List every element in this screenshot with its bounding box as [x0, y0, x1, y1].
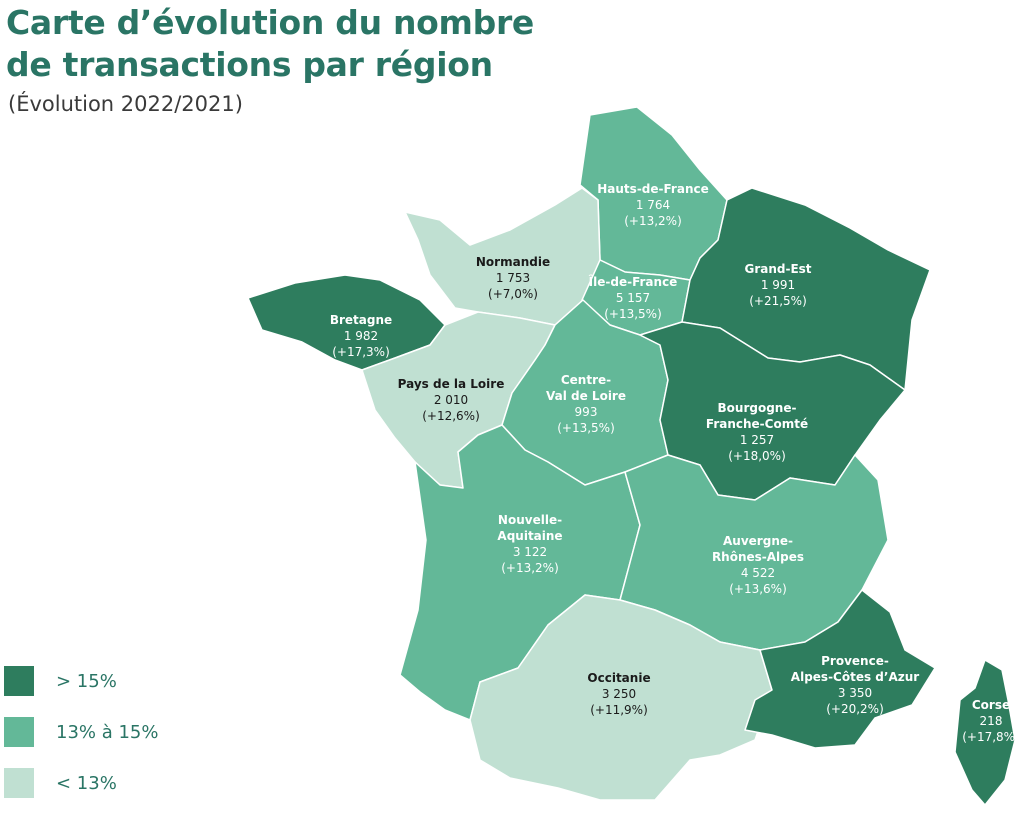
region-value-bourgogne-franche-comte: 1 257: [740, 433, 774, 447]
region-name-grand-est: Grand-Est: [744, 262, 811, 276]
region-label-corse: Corse 218 (+17,8%): [962, 698, 1020, 744]
region-name-bourgogne-franche-comte: Bourgogne-: [718, 401, 797, 415]
region-value-pays-de-la-loire: 2 010: [434, 393, 468, 407]
region-name-corse: Corse: [972, 698, 1010, 712]
region-name-normandie: Normandie: [476, 255, 550, 269]
region-name-auvergne-rhone-alpes: Rhônes-Alpes: [712, 550, 804, 564]
legend-swatch-high: [4, 666, 34, 696]
region-value-occitanie: 3 250: [602, 687, 636, 701]
region-change-grand-est: (+21,5%): [749, 294, 807, 308]
region-change-normandie: (+7,0%): [488, 287, 538, 301]
region-name-auvergne-rhone-alpes: Auvergne-: [723, 534, 793, 548]
map-subtitle: (Évolution 2022/2021): [8, 92, 243, 116]
region-name-nouvelle-aquitaine: Nouvelle-: [498, 513, 562, 527]
legend-label-low: < 13%: [56, 772, 117, 794]
region-name-provence-alpes-cote-d-azur: Alpes-Côtes d’Azur: [791, 670, 919, 684]
region-value-nouvelle-aquitaine: 3 122: [513, 545, 547, 559]
map-title-line-2: de transactions par région: [6, 45, 493, 84]
legend-item-high: > 15%: [4, 664, 159, 698]
map-title-line-1: Carte d’évolution du nombre: [6, 3, 535, 42]
region-occitanie: [469, 594, 773, 801]
map-legend: > 15% 13% à 15% < 13%: [4, 664, 159, 817]
legend-label-medium: 13% à 15%: [56, 721, 159, 743]
region-name-ile-de-france: Île-de-France: [589, 274, 678, 289]
legend-swatch-low: [4, 768, 34, 798]
region-label-auvergne-rhone-alpes: Auvergne- Rhônes-Alpes 4 522 (+13,6%): [712, 534, 804, 596]
legend-item-medium: 13% à 15%: [4, 715, 159, 749]
region-name-provence-alpes-cote-d-azur: Provence-: [821, 654, 889, 668]
region-change-auvergne-rhone-alpes: (+13,6%): [729, 582, 787, 596]
region-label-grand-est: Grand-Est 1 991 (+21,5%): [744, 262, 811, 308]
region-label-nouvelle-aquitaine: Nouvelle- Aquitaine 3 122 (+13,2%): [497, 513, 562, 575]
region-change-corse: (+17,8%): [962, 730, 1020, 744]
legend-swatch-medium: [4, 717, 34, 747]
region-change-centre-val-de-loire: (+13,5%): [557, 421, 615, 435]
region-corse: [954, 659, 1016, 806]
region-value-provence-alpes-cote-d-azur: 3 350: [838, 686, 872, 700]
region-label-ile-de-france: Île-de-France 5 157 (+13,5%): [589, 274, 678, 321]
region-value-ile-de-france: 5 157: [616, 291, 650, 305]
region-value-normandie: 1 753: [496, 271, 530, 285]
region-change-nouvelle-aquitaine: (+13,2%): [501, 561, 559, 575]
region-value-hauts-de-france: 1 764: [636, 198, 670, 212]
region-change-hauts-de-france: (+13,2%): [624, 214, 682, 228]
region-change-occitanie: (+11,9%): [590, 703, 648, 717]
region-value-grand-est: 1 991: [761, 278, 795, 292]
region-name-occitanie: Occitanie: [587, 671, 650, 685]
region-label-occitanie: Occitanie 3 250 (+11,9%): [587, 671, 650, 717]
legend-label-high: > 15%: [56, 670, 117, 692]
region-change-ile-de-france: (+13,5%): [604, 307, 662, 321]
region-name-pays-de-la-loire: Pays de la Loire: [398, 377, 505, 391]
region-label-pays-de-la-loire: Pays de la Loire 2 010 (+12,6%): [398, 377, 505, 423]
region-label-bourgogne-franche-comte: Bourgogne- Franche-Comté 1 257 (+18,0%): [706, 401, 808, 463]
map-title: Carte d’évolution du nombre de transacti…: [6, 2, 534, 86]
region-value-centre-val-de-loire: 993: [575, 405, 598, 419]
region-label-centre-val-de-loire: Centre- Val de Loire 993 (+13,5%): [546, 373, 626, 435]
regions-layer: [247, 106, 1016, 806]
region-label-provence-alpes-cote-d-azur: Provence- Alpes-Côtes d’Azur 3 350 (+20,2%): [791, 654, 919, 716]
labels-layer: Hauts-de-France 1 764 (+13,2%) Normandie 1 7…: [330, 182, 1020, 744]
region-value-corse: 218: [980, 714, 1003, 728]
region-change-bretagne: (+17,3%): [332, 345, 390, 359]
region-name-nouvelle-aquitaine: Aquitaine: [497, 529, 562, 543]
region-name-bretagne: Bretagne: [330, 313, 392, 327]
region-name-centre-val-de-loire: Centre-: [561, 373, 611, 387]
legend-item-low: < 13%: [4, 766, 159, 800]
region-name-bourgogne-franche-comte: Franche-Comté: [706, 417, 808, 431]
region-value-auvergne-rhone-alpes: 4 522: [741, 566, 775, 580]
region-change-pays-de-la-loire: (+12,6%): [422, 409, 480, 423]
region-label-bretagne: Bretagne 1 982 (+17,3%): [330, 313, 392, 359]
region-value-bretagne: 1 982: [344, 329, 378, 343]
region-label-normandie: Normandie 1 753 (+7,0%): [476, 255, 550, 301]
region-change-bourgogne-franche-comte: (+18,0%): [728, 449, 786, 463]
region-label-hauts-de-france: Hauts-de-France 1 764 (+13,2%): [597, 182, 709, 228]
region-change-provence-alpes-cote-d-azur: (+20,2%): [826, 702, 884, 716]
region-provence-alpes-cote-d-azur: [744, 589, 936, 749]
region-name-hauts-de-france: Hauts-de-France: [597, 182, 709, 196]
region-name-centre-val-de-loire: Val de Loire: [546, 389, 626, 403]
